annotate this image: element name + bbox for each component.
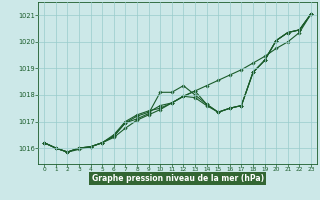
X-axis label: Graphe pression niveau de la mer (hPa): Graphe pression niveau de la mer (hPa): [92, 174, 264, 183]
